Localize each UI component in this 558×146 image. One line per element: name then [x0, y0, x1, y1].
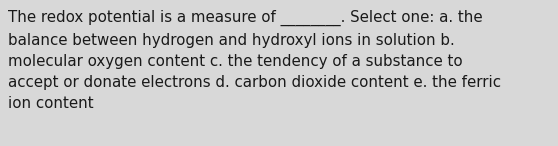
Text: The redox potential is a measure of ________. Select one: a. the
balance between: The redox potential is a measure of ____…: [8, 10, 501, 111]
